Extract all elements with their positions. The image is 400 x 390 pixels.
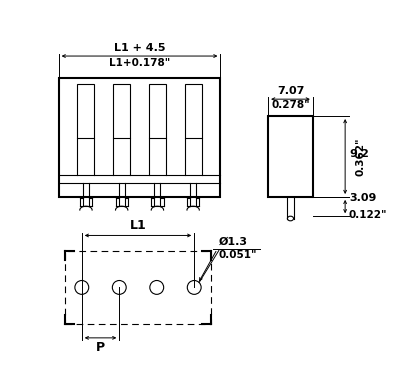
Text: 0.278": 0.278" [271, 100, 310, 110]
Bar [65, 251, 211, 324]
Text: P: P [96, 341, 105, 354]
Text: 3.09: 3.09 [349, 193, 376, 203]
Text: 0.051": 0.051" [219, 250, 257, 260]
Bar [268, 116, 313, 197]
Bar [185, 84, 202, 138]
Text: 9.2: 9.2 [349, 149, 369, 159]
Text: Ø1.3: Ø1.3 [219, 237, 248, 246]
Bar [149, 84, 166, 138]
Bar [78, 84, 94, 138]
Text: L1 + 4.5: L1 + 4.5 [114, 43, 165, 53]
Bar [113, 84, 130, 138]
Text: L1: L1 [130, 219, 146, 232]
Bar [59, 78, 220, 197]
Text: 0.362": 0.362" [356, 137, 366, 176]
Text: L1+0.178": L1+0.178" [109, 58, 170, 67]
Text: 7.07: 7.07 [277, 86, 304, 96]
Text: 0.122": 0.122" [349, 211, 388, 220]
